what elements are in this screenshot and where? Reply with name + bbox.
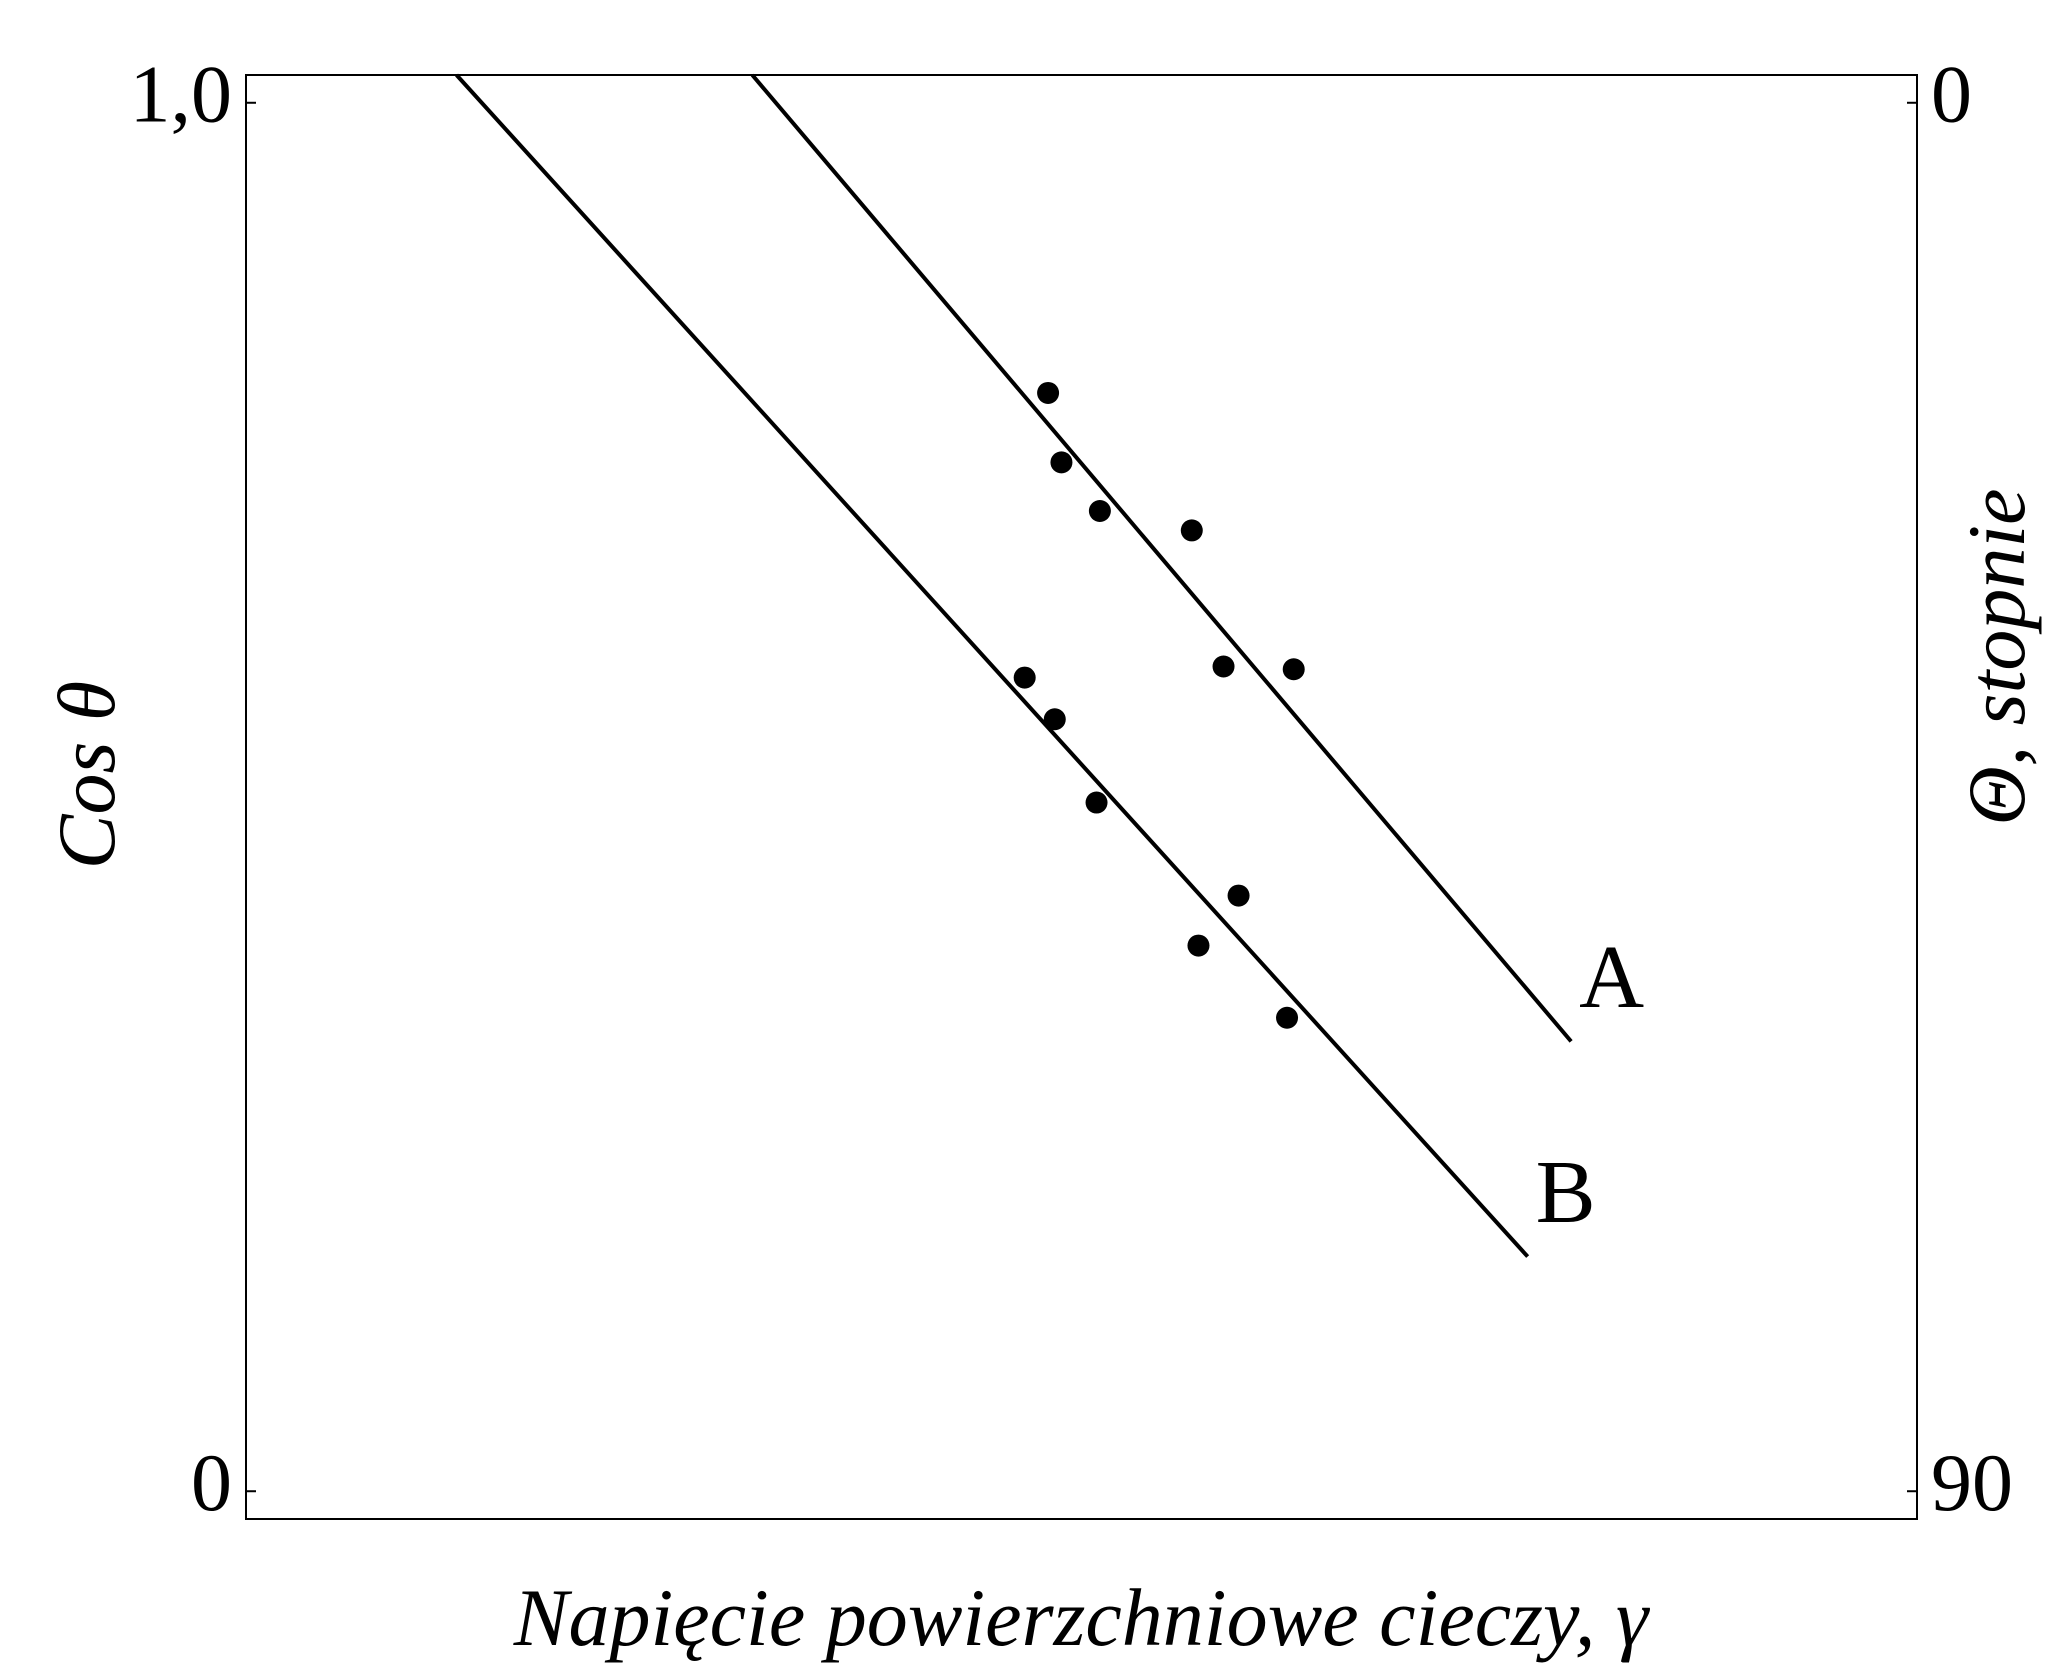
data-point xyxy=(1043,708,1066,731)
x-axis-label: Napięcie powierzchniowe cieczy, γ xyxy=(513,1572,1651,1663)
data-point xyxy=(1085,791,1108,814)
y-tick-label: 0 xyxy=(191,1437,232,1528)
data-point xyxy=(1212,655,1235,678)
y2-axis-label: Θ, stopnie xyxy=(1951,488,2042,825)
line-label: B xyxy=(1536,1143,1596,1242)
line-label: A xyxy=(1579,928,1644,1027)
data-point xyxy=(1037,381,1060,404)
data-point xyxy=(1282,658,1305,681)
data-point xyxy=(1088,499,1111,522)
data-point xyxy=(1227,884,1250,907)
data-point xyxy=(1013,666,1036,689)
plot-frame xyxy=(245,74,1918,1520)
data-point xyxy=(1180,519,1203,542)
y2-tick-label: 0 xyxy=(1931,49,1972,140)
fit-line xyxy=(750,73,1573,1043)
y-axis-label: Cos θ xyxy=(41,681,132,869)
y-tick-label: 1,0 xyxy=(130,49,233,140)
data-point xyxy=(1050,451,1073,474)
data-point xyxy=(1276,1006,1299,1029)
y2-tick-label: 90 xyxy=(1931,1437,2013,1528)
fit-line xyxy=(455,73,1530,1258)
data-point xyxy=(1187,934,1210,957)
